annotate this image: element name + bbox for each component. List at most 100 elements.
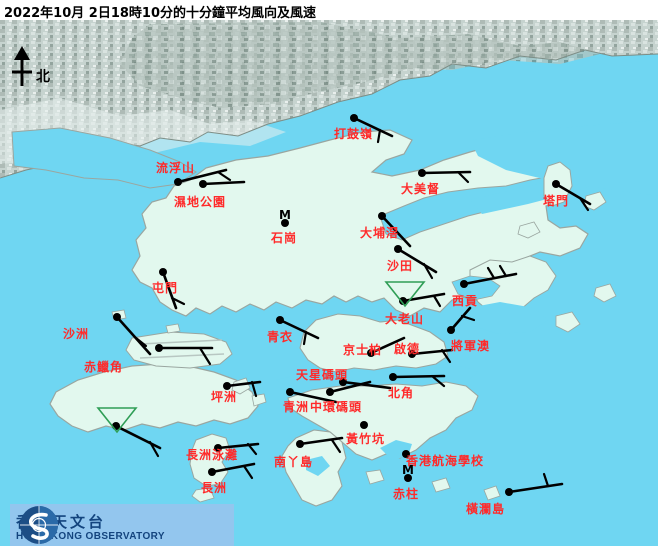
barb-flag-sai-kung-1 bbox=[498, 264, 508, 278]
barb-flag-tates-cairn bbox=[432, 294, 442, 308]
barb-head bbox=[460, 280, 468, 288]
station-label: 長洲泳灘 bbox=[186, 448, 239, 462]
station-label: 赤鱲角 bbox=[84, 360, 124, 374]
map-canvas: 北 打鼓嶺 流浮山 濕地公園 M 石崗 大美督 塔門 大埔滘 沙田 屯門 西貢 沙洲 赤鱲角 大老山 青衣京… bbox=[0, 20, 658, 546]
barb-arrowheads bbox=[112, 114, 560, 496]
station-label: 青衣 bbox=[267, 330, 294, 344]
barb-flag-sha-tin bbox=[422, 262, 434, 280]
lamma-inner-bay bbox=[306, 456, 330, 476]
barb-head bbox=[408, 350, 416, 358]
barb-head bbox=[418, 169, 426, 177]
barb-flag-tseung-kwan-o bbox=[460, 314, 476, 322]
station-label: 流浮山 bbox=[156, 161, 196, 175]
barb-head bbox=[447, 326, 455, 334]
triangle-markers bbox=[96, 281, 426, 434]
barb-flag-kai-tak bbox=[440, 348, 452, 364]
station-label: 西貢 bbox=[452, 294, 479, 308]
barb-star-ferry bbox=[341, 380, 392, 390]
barb-tai-mei-tuk bbox=[420, 170, 472, 175]
barb-head bbox=[378, 212, 386, 220]
barb-head bbox=[367, 349, 375, 357]
barb-lamma bbox=[298, 436, 344, 446]
station-label: 天星碼頭 bbox=[296, 368, 349, 382]
barb-flag-north-point bbox=[430, 374, 446, 388]
station-label: 大埔滘 bbox=[360, 226, 400, 240]
barb-cheung-chau-beach bbox=[216, 442, 260, 450]
barb-flag-sha-chau bbox=[134, 336, 148, 348]
barb-sha-chau bbox=[115, 315, 152, 356]
barb-ta-kwu-ling bbox=[352, 116, 394, 138]
title-bar: 2022年10月 2日18時10分的十分鐘平均風向及風速 bbox=[0, 0, 658, 21]
barb-flag-lau-fau-shan bbox=[216, 170, 232, 182]
barb-flag-tai-mei-tuk bbox=[456, 170, 470, 184]
barb-head bbox=[360, 421, 368, 429]
cheung-chau-islet-s bbox=[191, 487, 215, 503]
barb-head bbox=[214, 444, 222, 452]
barb-head bbox=[174, 178, 182, 186]
barb-tap-mun bbox=[554, 182, 592, 206]
station-label: 青洲 bbox=[283, 400, 310, 414]
station-label: 濕地公園 bbox=[174, 195, 227, 209]
mirs-bay-water bbox=[470, 120, 658, 196]
station-label: 南丫島 bbox=[274, 455, 314, 469]
page-title: 2022年10月 2日18時10分的十分鐘平均風向及風速 bbox=[4, 6, 317, 21]
station-label: 北角 bbox=[388, 386, 415, 400]
ne-islet-4 bbox=[593, 283, 617, 303]
barb-head bbox=[404, 474, 412, 482]
barb-central-pier bbox=[328, 380, 372, 394]
barb-flag-peng-chau bbox=[250, 380, 258, 398]
barb-kings-park bbox=[369, 336, 406, 355]
station-label: 塔門 bbox=[543, 194, 570, 208]
barb-flag-tuen-mun bbox=[170, 296, 186, 306]
station-label: 香港航海學校 bbox=[406, 454, 485, 468]
airport-runway-1 bbox=[139, 339, 223, 345]
ne-islet-2 bbox=[517, 221, 541, 239]
station-label: 沙洲 bbox=[63, 327, 90, 341]
barb-head bbox=[113, 313, 121, 321]
station-manned-marker: M bbox=[402, 463, 414, 477]
north-arrow-icon bbox=[12, 46, 32, 86]
barb-head bbox=[394, 245, 402, 253]
station-label: 坪洲 bbox=[211, 390, 238, 404]
station-label: 黃竹坑 bbox=[346, 432, 386, 446]
barb-head bbox=[389, 373, 397, 381]
station-label: 京士柏 bbox=[343, 343, 383, 357]
barb-head bbox=[276, 316, 284, 324]
port-shelter-water bbox=[468, 302, 548, 334]
station-label: 長洲 bbox=[201, 481, 228, 495]
station-label: 大美督 bbox=[401, 182, 441, 196]
barb-head bbox=[281, 219, 289, 227]
brothers-islet bbox=[165, 323, 181, 334]
barb-flag-lamma bbox=[330, 438, 342, 454]
barb-cheung-chau bbox=[210, 462, 256, 474]
hei-ling-chau-island bbox=[251, 393, 267, 407]
station-label: 屯門 bbox=[152, 281, 179, 295]
barb-green-island bbox=[288, 390, 338, 404]
barb-head bbox=[286, 388, 294, 396]
barb-head bbox=[159, 268, 167, 276]
barb-head bbox=[350, 114, 358, 122]
barb-flag-waglan bbox=[542, 472, 550, 488]
map-graphics bbox=[0, 20, 658, 546]
barb-flag-tap-mun bbox=[578, 196, 590, 212]
barb-wetland-park bbox=[201, 180, 246, 186]
station-label: 打鼓嶺 bbox=[334, 127, 374, 141]
barb-tseung-kwan-o bbox=[449, 306, 472, 332]
barb-sai-kung bbox=[462, 272, 518, 286]
barb-flag-sai-kung-2 bbox=[486, 266, 496, 280]
barb-flag-tsing-yi bbox=[302, 330, 308, 346]
sai-kung-land bbox=[469, 255, 557, 317]
barb-flag-cheung-chau bbox=[242, 464, 254, 480]
airport-runway-2 bbox=[139, 353, 225, 359]
station-label: 啟德 bbox=[394, 342, 421, 356]
barb-head bbox=[339, 378, 347, 386]
station-label: 石崗 bbox=[271, 231, 298, 245]
station-label: 沙田 bbox=[387, 259, 414, 273]
hko-logo: 香港天文台 HONG KONG OBSERVATORY bbox=[10, 504, 234, 546]
barb-tai-po-kau bbox=[380, 214, 412, 248]
hko-logo-icon bbox=[20, 506, 58, 544]
peng-chau-island bbox=[231, 377, 251, 395]
barb-north-point bbox=[391, 374, 446, 379]
barb-head bbox=[402, 450, 410, 458]
